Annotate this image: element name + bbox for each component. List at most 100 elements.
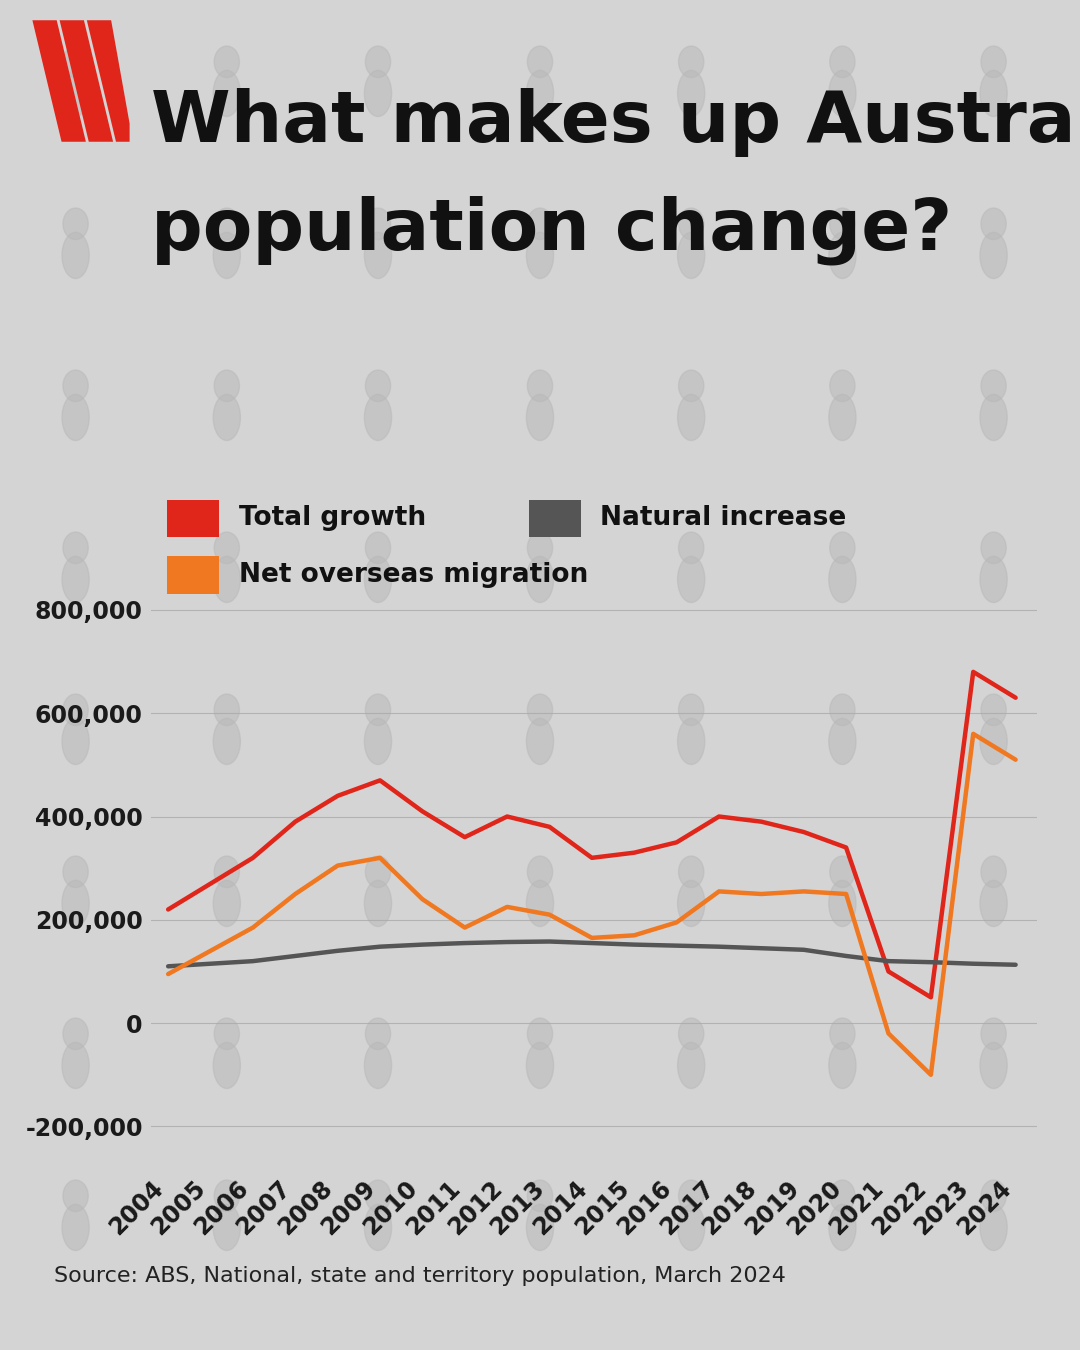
Ellipse shape — [677, 232, 705, 278]
Ellipse shape — [213, 70, 241, 116]
Circle shape — [365, 856, 391, 888]
Ellipse shape — [62, 556, 90, 602]
Circle shape — [829, 856, 855, 888]
Text: Net overseas migration: Net overseas migration — [239, 562, 588, 589]
Ellipse shape — [364, 1042, 392, 1088]
Ellipse shape — [62, 394, 90, 440]
Circle shape — [829, 1018, 855, 1050]
Ellipse shape — [677, 556, 705, 602]
Circle shape — [214, 694, 240, 726]
Circle shape — [63, 370, 89, 402]
Circle shape — [214, 370, 240, 402]
Circle shape — [829, 208, 855, 240]
Circle shape — [214, 532, 240, 564]
Ellipse shape — [980, 718, 1008, 764]
Circle shape — [527, 532, 553, 564]
Ellipse shape — [526, 394, 554, 440]
Ellipse shape — [828, 1042, 856, 1088]
Circle shape — [981, 856, 1007, 888]
Ellipse shape — [828, 1204, 856, 1250]
Text: population change?: population change? — [151, 196, 953, 265]
Circle shape — [63, 208, 89, 240]
Circle shape — [678, 694, 704, 726]
Circle shape — [678, 856, 704, 888]
Ellipse shape — [526, 718, 554, 764]
Ellipse shape — [828, 394, 856, 440]
Circle shape — [214, 46, 240, 77]
Ellipse shape — [62, 718, 90, 764]
Circle shape — [527, 208, 553, 240]
Ellipse shape — [677, 70, 705, 116]
Ellipse shape — [526, 232, 554, 278]
Ellipse shape — [364, 70, 392, 116]
Circle shape — [829, 532, 855, 564]
Circle shape — [527, 856, 553, 888]
Circle shape — [981, 1180, 1007, 1212]
Circle shape — [527, 46, 553, 77]
Ellipse shape — [364, 880, 392, 926]
Polygon shape — [59, 20, 113, 142]
Circle shape — [678, 532, 704, 564]
Ellipse shape — [828, 556, 856, 602]
Ellipse shape — [828, 70, 856, 116]
Circle shape — [365, 694, 391, 726]
Circle shape — [829, 46, 855, 77]
Circle shape — [981, 208, 1007, 240]
Ellipse shape — [62, 1204, 90, 1250]
Ellipse shape — [62, 880, 90, 926]
Circle shape — [981, 1018, 1007, 1050]
Circle shape — [527, 1018, 553, 1050]
Circle shape — [527, 694, 553, 726]
Circle shape — [678, 208, 704, 240]
Circle shape — [829, 370, 855, 402]
Circle shape — [678, 1018, 704, 1050]
Ellipse shape — [980, 880, 1008, 926]
Ellipse shape — [364, 556, 392, 602]
Ellipse shape — [677, 394, 705, 440]
Circle shape — [678, 1180, 704, 1212]
Circle shape — [365, 46, 391, 77]
Circle shape — [63, 1018, 89, 1050]
Circle shape — [214, 1018, 240, 1050]
Circle shape — [63, 856, 89, 888]
Circle shape — [365, 208, 391, 240]
Ellipse shape — [62, 70, 90, 116]
Circle shape — [829, 1180, 855, 1212]
Circle shape — [527, 1180, 553, 1212]
Circle shape — [365, 532, 391, 564]
Circle shape — [981, 46, 1007, 77]
Ellipse shape — [213, 232, 241, 278]
Circle shape — [214, 856, 240, 888]
Circle shape — [678, 370, 704, 402]
Circle shape — [63, 1180, 89, 1212]
Circle shape — [678, 46, 704, 77]
Text: What makes up Australia's: What makes up Australia's — [151, 88, 1080, 157]
Ellipse shape — [213, 1204, 241, 1250]
Ellipse shape — [980, 1042, 1008, 1088]
Circle shape — [63, 694, 89, 726]
Circle shape — [981, 694, 1007, 726]
Ellipse shape — [213, 718, 241, 764]
Text: Total growth: Total growth — [239, 505, 426, 532]
Ellipse shape — [677, 880, 705, 926]
Ellipse shape — [980, 394, 1008, 440]
Ellipse shape — [62, 1042, 90, 1088]
Text: Natural increase: Natural increase — [600, 505, 847, 532]
Circle shape — [63, 46, 89, 77]
Ellipse shape — [526, 1042, 554, 1088]
Circle shape — [63, 532, 89, 564]
Circle shape — [981, 370, 1007, 402]
Ellipse shape — [980, 1204, 1008, 1250]
Polygon shape — [32, 20, 85, 142]
Ellipse shape — [213, 394, 241, 440]
Ellipse shape — [364, 232, 392, 278]
Ellipse shape — [526, 1204, 554, 1250]
Circle shape — [527, 370, 553, 402]
Circle shape — [214, 1180, 240, 1212]
Ellipse shape — [828, 718, 856, 764]
Ellipse shape — [364, 1204, 392, 1250]
Ellipse shape — [828, 232, 856, 278]
Polygon shape — [86, 20, 130, 142]
Circle shape — [981, 532, 1007, 564]
Ellipse shape — [62, 232, 90, 278]
